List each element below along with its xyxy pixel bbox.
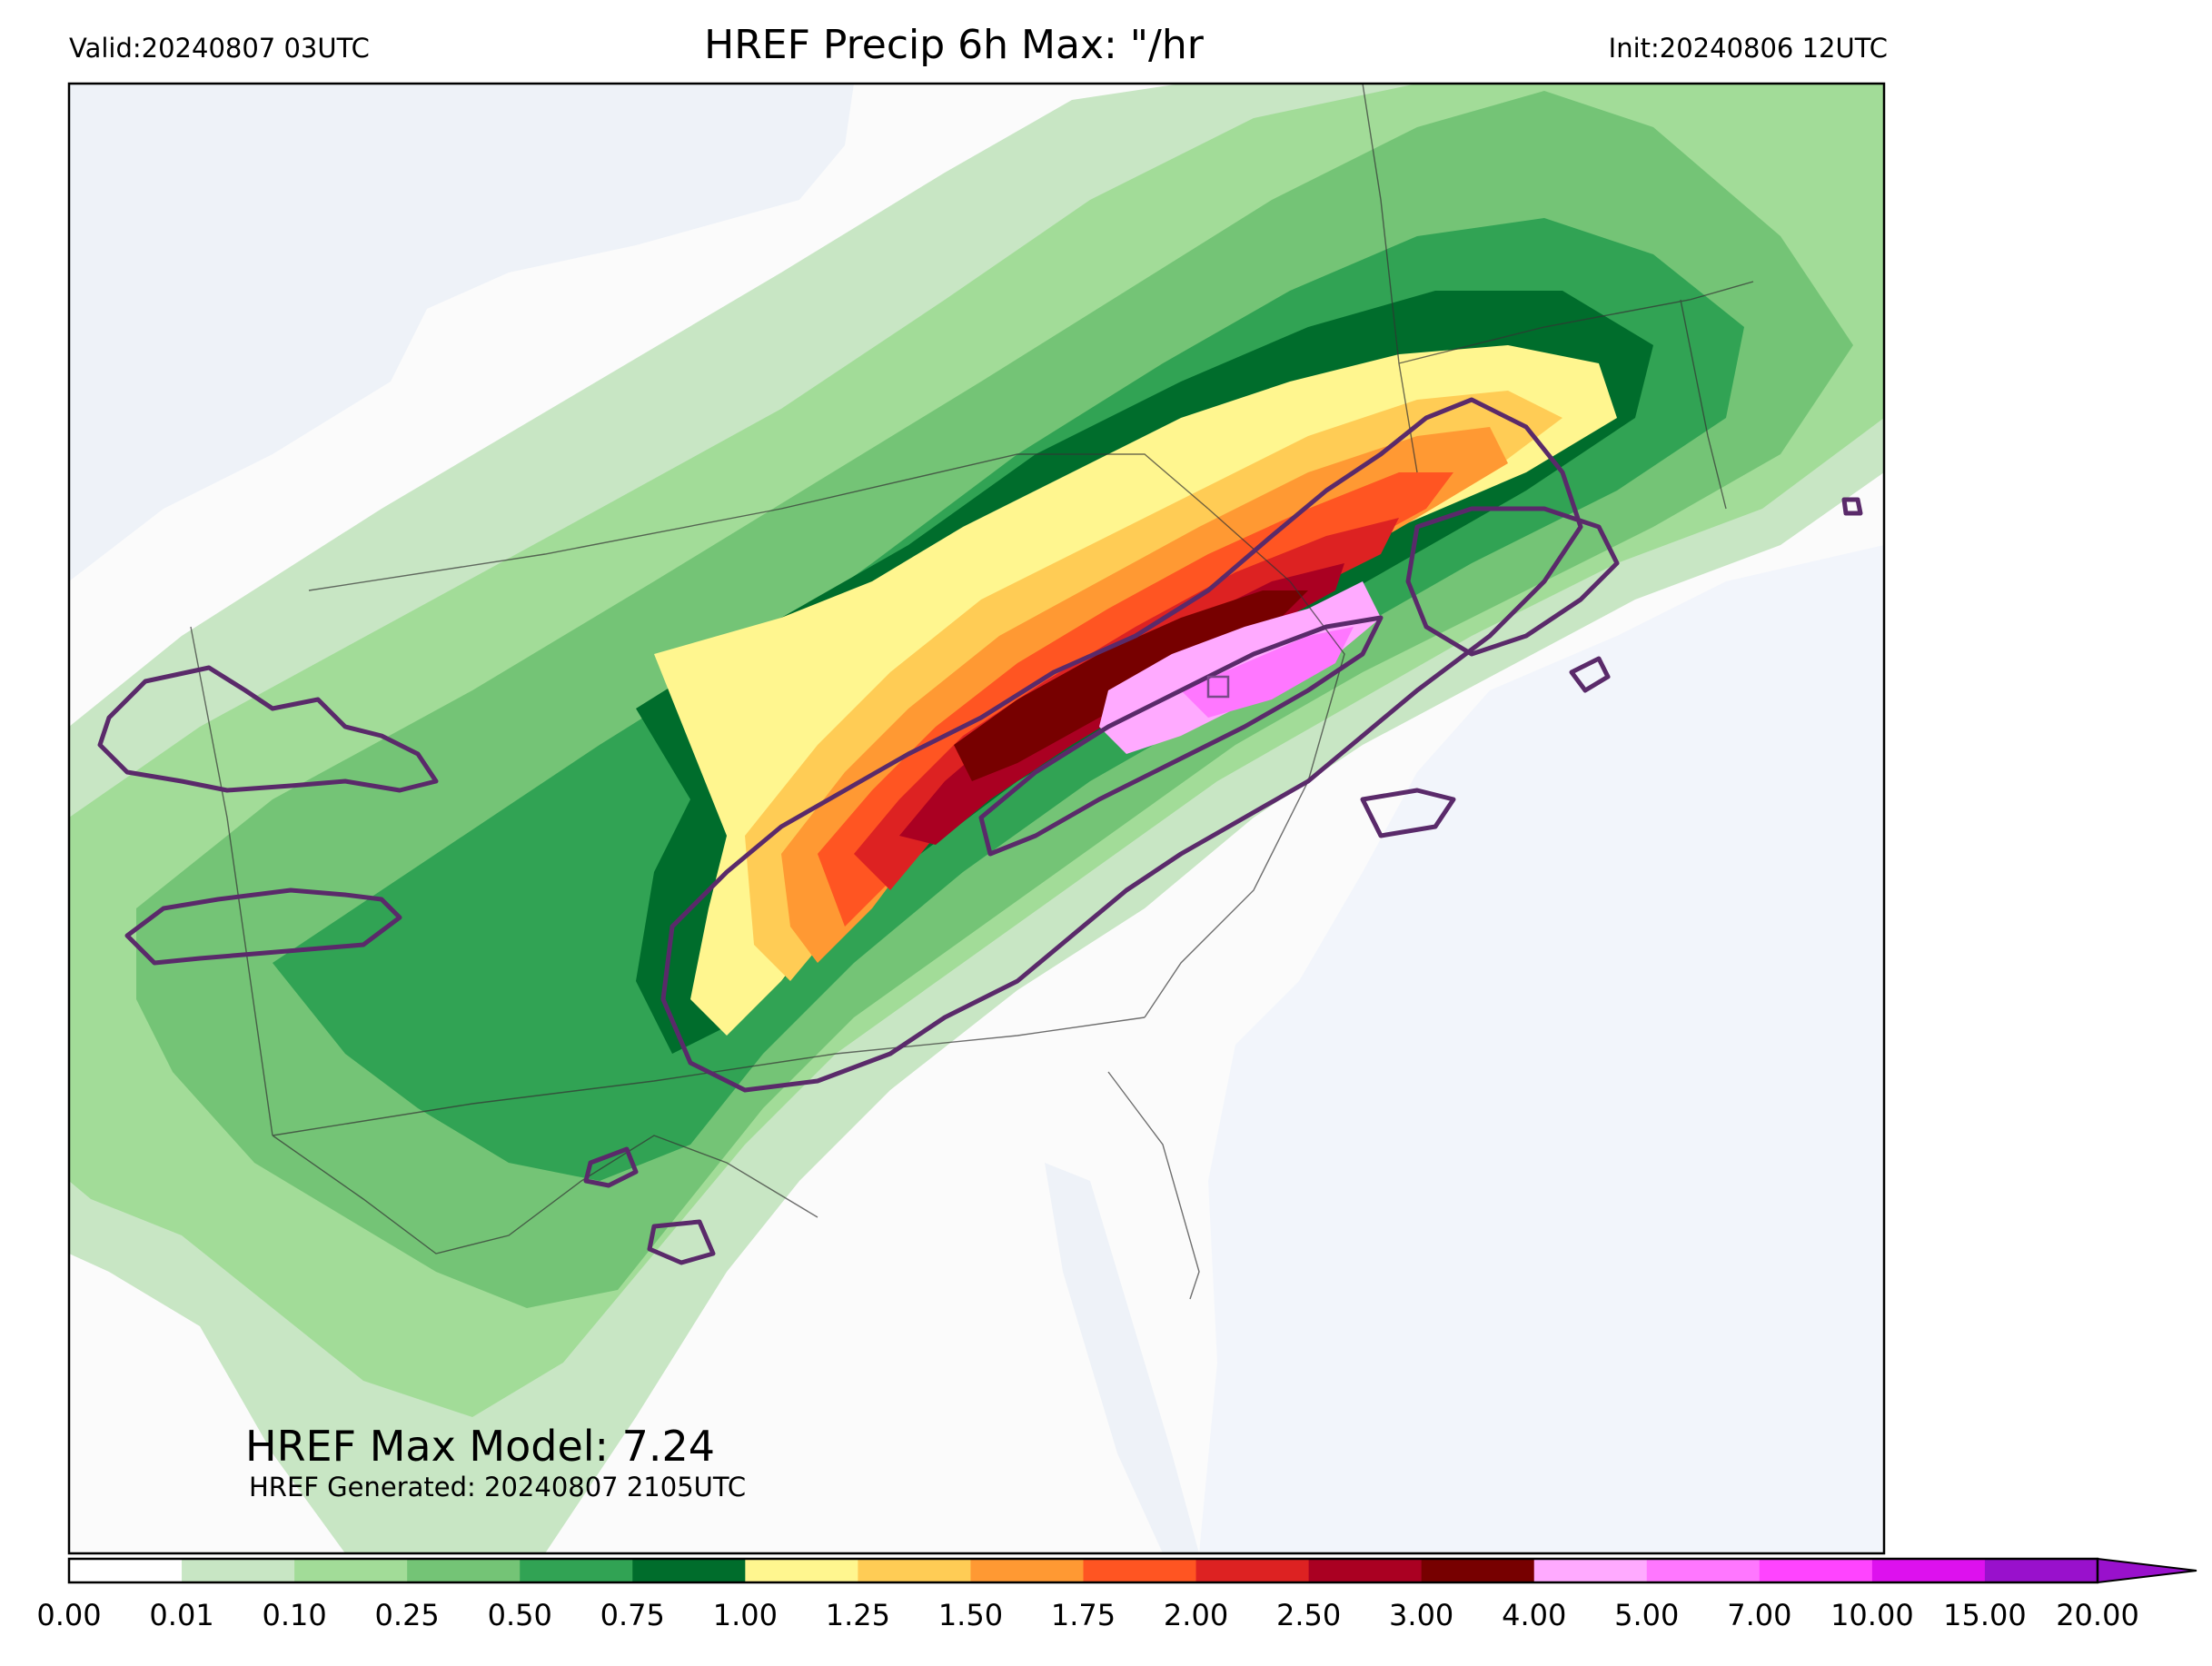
- colorbar-tick-label: 0.25: [374, 1598, 440, 1632]
- colorbar-tick-label: 2.50: [1275, 1598, 1342, 1632]
- border-ma-ct: [1398, 281, 1754, 364]
- colorbar-tick-label: 0.00: [36, 1598, 102, 1632]
- contour-east: [1405, 506, 1620, 657]
- map-frame: [67, 82, 1886, 1555]
- colorbar-tick-label: 2.00: [1163, 1598, 1229, 1632]
- contour-ne-2: [1841, 497, 1863, 516]
- colorbar-cell: [970, 1559, 1084, 1582]
- colorbar-cell: [1759, 1559, 1873, 1582]
- colorbar-cells: [69, 1559, 2098, 1582]
- colorbar-tick-label: 1.00: [712, 1598, 778, 1632]
- border-ny-pa: [308, 453, 1209, 591]
- colorbar-cell: [520, 1559, 633, 1582]
- chesapeake-bay: [1045, 1163, 1199, 1553]
- colorbar-cell: [858, 1559, 971, 1582]
- colorbar-cell: [1308, 1559, 1423, 1582]
- colorbar-cell: [407, 1559, 521, 1582]
- contour-ne: [1569, 656, 1611, 693]
- contour-inner: [978, 615, 1384, 857]
- border-ct-ri: [1680, 299, 1727, 510]
- colorbar-cell: [1083, 1559, 1197, 1582]
- atlantic-ocean: [1199, 545, 1884, 1553]
- colorbar-cell: [1871, 1559, 1986, 1582]
- max-model-label: HREF Max Model: 7.24: [245, 1422, 716, 1471]
- colorbar-tick-label: 0.10: [262, 1598, 327, 1632]
- colorbar-tick-label: 15.00: [1943, 1598, 2027, 1632]
- contour-central: [660, 397, 1583, 1093]
- colorbar-tick-label: 5.00: [1614, 1598, 1680, 1632]
- colorbar-cell: [1195, 1559, 1310, 1582]
- colorbar-extend-arrow: [2097, 1557, 2197, 1584]
- map-title: HREF Precip 6h Max: "/hr: [704, 22, 1204, 68]
- colorbar-cell: [69, 1559, 183, 1582]
- colorbar-tick-label: 0.75: [600, 1598, 665, 1632]
- colorbar-cell: [1533, 1559, 1648, 1582]
- colorbar-tick-label: 7.00: [1727, 1598, 1792, 1632]
- border-wv: [272, 1135, 818, 1254]
- colorbar-cell: [745, 1559, 858, 1582]
- contour-west-2: [124, 888, 402, 966]
- colorbar-cell: [1421, 1559, 1535, 1582]
- colorbar-tick-label: 0.50: [487, 1598, 552, 1632]
- colorbar-tick-label: 10.00: [1830, 1598, 1914, 1632]
- colorbar-tick-label: 3.00: [1389, 1598, 1454, 1632]
- colorbar-tick-label: 1.75: [1050, 1598, 1116, 1632]
- colorbar-tick-label: 20.00: [2056, 1598, 2139, 1632]
- great-lake: [69, 84, 854, 581]
- colorbar-tick-label: 0.01: [149, 1598, 214, 1632]
- contour-west: [97, 665, 439, 793]
- precip-band-5-00: [1181, 627, 1354, 718]
- colorbar-tick-label: 1.25: [825, 1598, 890, 1632]
- colorbar-cell: [1984, 1559, 2098, 1582]
- contour-se: [1360, 788, 1456, 838]
- colorbar-cell: [1646, 1559, 1761, 1582]
- border-vt-nh: [1362, 84, 1418, 473]
- colorbar-cell: [182, 1559, 295, 1582]
- generated-label: HREF Generated: 20240807 2105UTC: [249, 1472, 747, 1502]
- border-pa-oh: [190, 626, 273, 1136]
- colorbar-tick-label: 4.00: [1502, 1598, 1567, 1632]
- colorbar-cell: [294, 1559, 408, 1582]
- contour-sw-1: [583, 1146, 639, 1188]
- colorbar-tick-label: 1.50: [937, 1598, 1004, 1632]
- contour-sw-2: [647, 1219, 716, 1265]
- border-pa-md: [272, 1016, 1146, 1136]
- init-time: Init:20240806 12UTC: [1608, 33, 1888, 64]
- colorbar-cell: [632, 1559, 746, 1582]
- border-de-md: [1107, 1071, 1200, 1300]
- max-location-marker: [1206, 675, 1230, 699]
- valid-time: Valid:20240807 03UTC: [69, 33, 370, 64]
- colorbar-frame: [67, 1557, 2099, 1584]
- model-contours: [97, 397, 1863, 1265]
